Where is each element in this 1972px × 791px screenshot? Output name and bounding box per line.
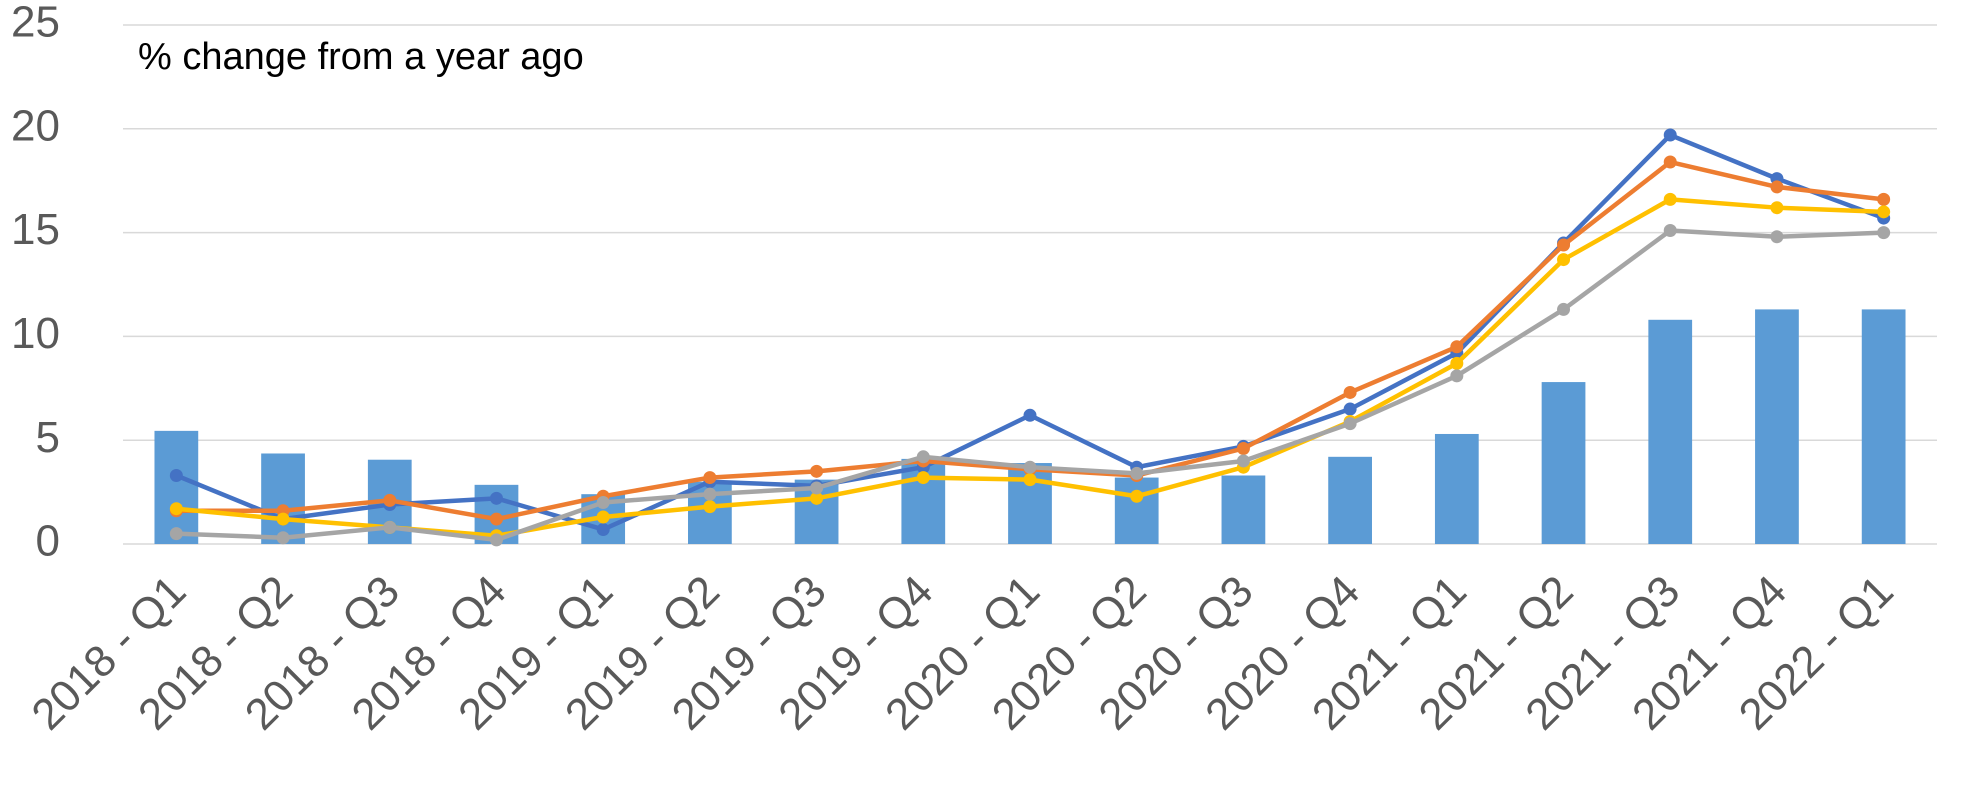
grid (123, 24, 1937, 545)
marker (1130, 466, 1144, 480)
y-tick-label: 5 (36, 413, 60, 462)
marker (489, 533, 503, 547)
marker (1236, 454, 1250, 468)
bar (1861, 309, 1906, 544)
bar (1221, 475, 1266, 544)
marker (489, 512, 503, 526)
marker (1663, 155, 1677, 169)
marker (1343, 402, 1357, 416)
marker (1130, 489, 1144, 503)
marker (1877, 226, 1891, 240)
marker (1557, 302, 1571, 316)
bar (1541, 382, 1586, 544)
marker (1450, 340, 1464, 354)
bar (1114, 477, 1159, 544)
marker (1557, 238, 1571, 252)
marker (1343, 417, 1357, 431)
marker (1663, 224, 1677, 238)
marker (810, 491, 824, 505)
marker (383, 520, 397, 534)
y-tick-label: 20 (11, 101, 60, 150)
marker (596, 510, 610, 524)
marker (916, 450, 930, 464)
marker (1877, 205, 1891, 219)
marker (276, 531, 290, 545)
marker (916, 471, 930, 485)
bar (261, 453, 305, 544)
marker (1770, 201, 1784, 215)
marker (489, 491, 503, 505)
marker (276, 512, 290, 526)
marker (1450, 356, 1464, 370)
marker (1663, 128, 1677, 142)
marker (1663, 192, 1677, 206)
marker (596, 495, 610, 509)
bar (154, 430, 199, 544)
y-tick-label: 15 (11, 205, 60, 254)
chart-subtitle: % change from a year ago (138, 36, 584, 78)
marker (1236, 442, 1250, 456)
y-tick-label: 25 (11, 0, 60, 47)
bar (1434, 433, 1479, 544)
marker (1770, 180, 1784, 194)
y-tick-label: 0 (36, 517, 60, 566)
marker (1023, 473, 1037, 487)
bar (1755, 309, 1799, 544)
marker (169, 502, 183, 516)
marker (169, 468, 183, 482)
marker (596, 522, 610, 536)
y-tick-label: 10 (11, 309, 60, 358)
marker (1343, 385, 1357, 399)
marker (703, 471, 717, 485)
marker (1023, 460, 1037, 474)
bar (1328, 456, 1372, 544)
marker (1023, 408, 1037, 422)
marker (1557, 253, 1571, 267)
marker (1450, 369, 1464, 383)
marker (810, 481, 824, 495)
marker (1770, 230, 1784, 244)
marker (810, 464, 824, 478)
marker (703, 487, 717, 501)
marker (703, 500, 717, 514)
marker (1877, 192, 1891, 206)
marker (169, 527, 183, 541)
marker (383, 493, 397, 507)
bar (1648, 319, 1693, 544)
